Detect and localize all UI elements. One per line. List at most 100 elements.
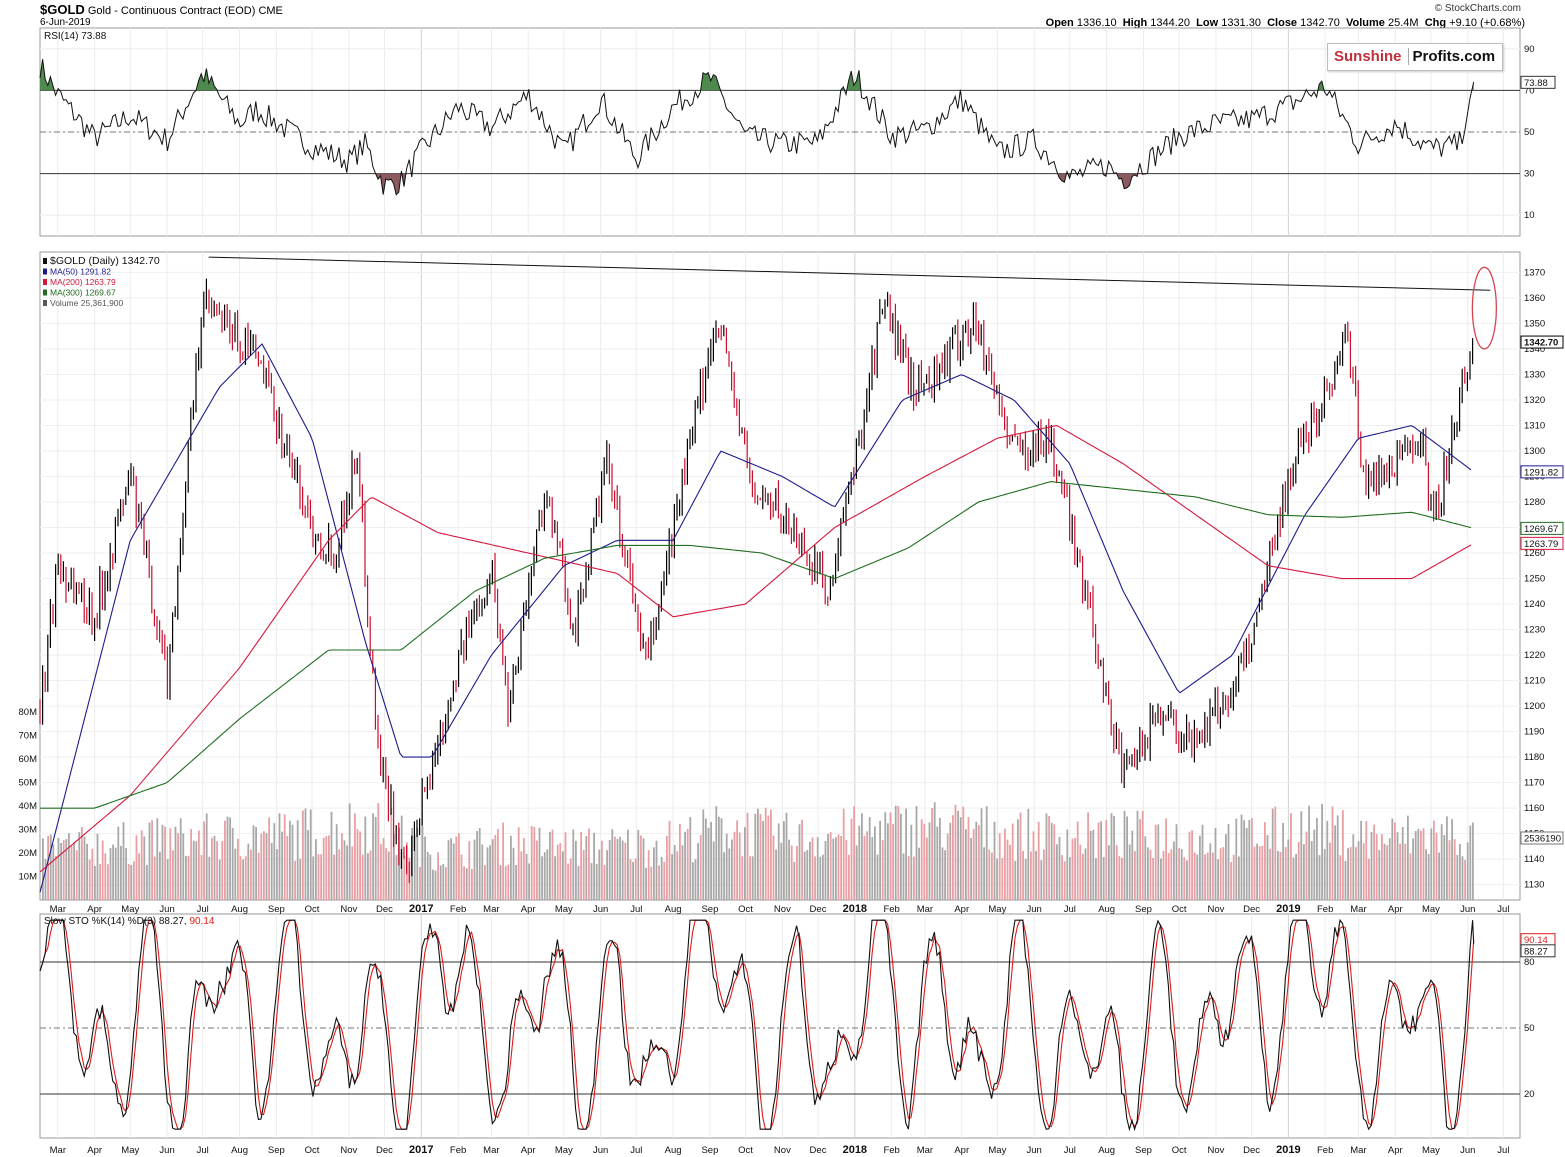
volume-bar — [109, 848, 112, 900]
price-y-tick-label: 1230 — [1524, 625, 1545, 636]
price-legend-label-0: $GOLD (Daily) 1342.70 — [50, 255, 160, 267]
volume-bar — [1074, 837, 1076, 900]
volume-bar — [525, 853, 528, 900]
volume-bar — [1394, 822, 1396, 900]
x-tick-label-price: Jul — [630, 904, 642, 915]
x-tick-label-sto: Aug — [231, 1145, 248, 1156]
volume-bar — [920, 819, 923, 900]
volume-bar — [307, 830, 309, 900]
volume-bar — [429, 854, 432, 900]
x-tick-label-sto: Sep — [268, 1145, 285, 1156]
volume-bar — [120, 845, 122, 900]
x-tick-label-sto: Oct — [1172, 1145, 1187, 1156]
volume-bar — [1121, 857, 1123, 900]
x-tick-label-sto: Nov — [774, 1145, 791, 1156]
close-label: Close — [1267, 17, 1298, 29]
volume-bar — [242, 859, 244, 900]
volume-bar — [959, 817, 962, 900]
price-last-value-box — [1520, 465, 1564, 479]
volume-bar — [44, 858, 47, 900]
price-legend-label-4: Volume 25,361,900 — [50, 298, 124, 308]
volume-bar — [140, 830, 143, 900]
volume-bar — [1011, 823, 1014, 900]
volume-bar — [359, 831, 361, 900]
volume-bar — [970, 837, 972, 900]
volume-bar — [907, 856, 910, 900]
volume-bar — [1295, 853, 1297, 900]
x-tick-label-price: Nov — [340, 904, 357, 915]
price-y-tick-label: 1300 — [1524, 446, 1545, 457]
volume-bar — [1160, 858, 1162, 900]
volume-bar — [671, 854, 673, 900]
volume-bar — [819, 856, 822, 900]
volume-y-tick-label: 30M — [19, 825, 38, 836]
high-label: High — [1122, 17, 1148, 29]
volume-bar — [790, 845, 793, 900]
volume-bar — [1087, 812, 1089, 900]
volume-y-tick-label: 60M — [19, 754, 38, 765]
x-tick-label-price: Feb — [450, 904, 466, 915]
volume-bar — [75, 850, 78, 900]
volume-bar — [224, 820, 226, 900]
volume-bar — [385, 848, 387, 900]
volume-bar — [902, 853, 905, 900]
volume-bar — [627, 829, 629, 900]
price-y-tick-label: 1190 — [1524, 727, 1544, 738]
volume-bar — [1030, 851, 1032, 900]
x-tick-label-sto: Mar — [1350, 1145, 1366, 1156]
legend-swatch — [43, 258, 47, 264]
volume-bar — [1206, 852, 1209, 900]
high-value: 1344.20 — [1150, 17, 1191, 29]
volume-bar — [244, 856, 247, 900]
volume-bar — [939, 818, 941, 900]
volume-bar — [1360, 821, 1362, 900]
close-value: 1342.70 — [1300, 17, 1340, 29]
x-tick-label-sto: 2018 — [843, 1144, 867, 1156]
volume-bar — [1235, 818, 1238, 900]
volume-bar — [1417, 829, 1420, 900]
volume-y-tick-label: 50M — [19, 778, 38, 789]
volume-bar — [1308, 805, 1310, 900]
volume-bar — [221, 840, 224, 900]
volume-bar — [850, 818, 853, 900]
volume-bar — [595, 863, 598, 900]
volume-bar — [208, 856, 211, 900]
x-tick-label-sto: Nov — [340, 1145, 357, 1156]
x-tick-label-price: Apr — [1388, 904, 1403, 915]
x-tick-label-price: Sep — [1135, 904, 1152, 915]
price-y-tick-label: 1370 — [1524, 267, 1545, 278]
volume-bar — [1425, 849, 1427, 900]
volume-bar — [538, 827, 541, 900]
price-last-value-box — [1520, 335, 1564, 349]
resistance-trendline — [208, 256, 1491, 291]
x-tick-label-sto: Jun — [159, 1145, 174, 1156]
volume-bar — [172, 850, 174, 900]
volume-bar — [993, 821, 996, 900]
volume-bar — [330, 811, 333, 900]
sto-title: Slow STO %K(14) %D(3) 88.27, 90.14 — [44, 916, 215, 927]
volume-bar — [1162, 850, 1165, 900]
x-tick-label-sto: Sep — [701, 1145, 718, 1156]
x-tick-label-price: May — [988, 904, 1006, 915]
volume-bar — [341, 833, 343, 900]
volume-bar — [718, 816, 720, 900]
volume-bar — [1456, 854, 1459, 900]
volume-bar — [156, 818, 159, 900]
volume-bar — [445, 867, 447, 900]
volume-bar — [556, 844, 559, 900]
volume-bar — [949, 822, 952, 900]
volume-bar — [1430, 828, 1433, 900]
volume-bar — [642, 838, 645, 900]
volume-bar — [187, 855, 190, 900]
volume-bar — [387, 851, 390, 900]
volume-bar — [1365, 821, 1368, 900]
volume-bar — [1412, 838, 1414, 900]
volume-bar — [1126, 816, 1128, 900]
volume-bar — [564, 832, 567, 900]
volume-bar — [785, 812, 788, 900]
sunshine-profits-logo: Sunshine Profits.com — [1327, 43, 1503, 71]
volume-bar — [234, 848, 237, 900]
volume-bar — [1230, 862, 1232, 900]
volume-bar — [216, 841, 218, 900]
volume-bar — [780, 842, 783, 900]
